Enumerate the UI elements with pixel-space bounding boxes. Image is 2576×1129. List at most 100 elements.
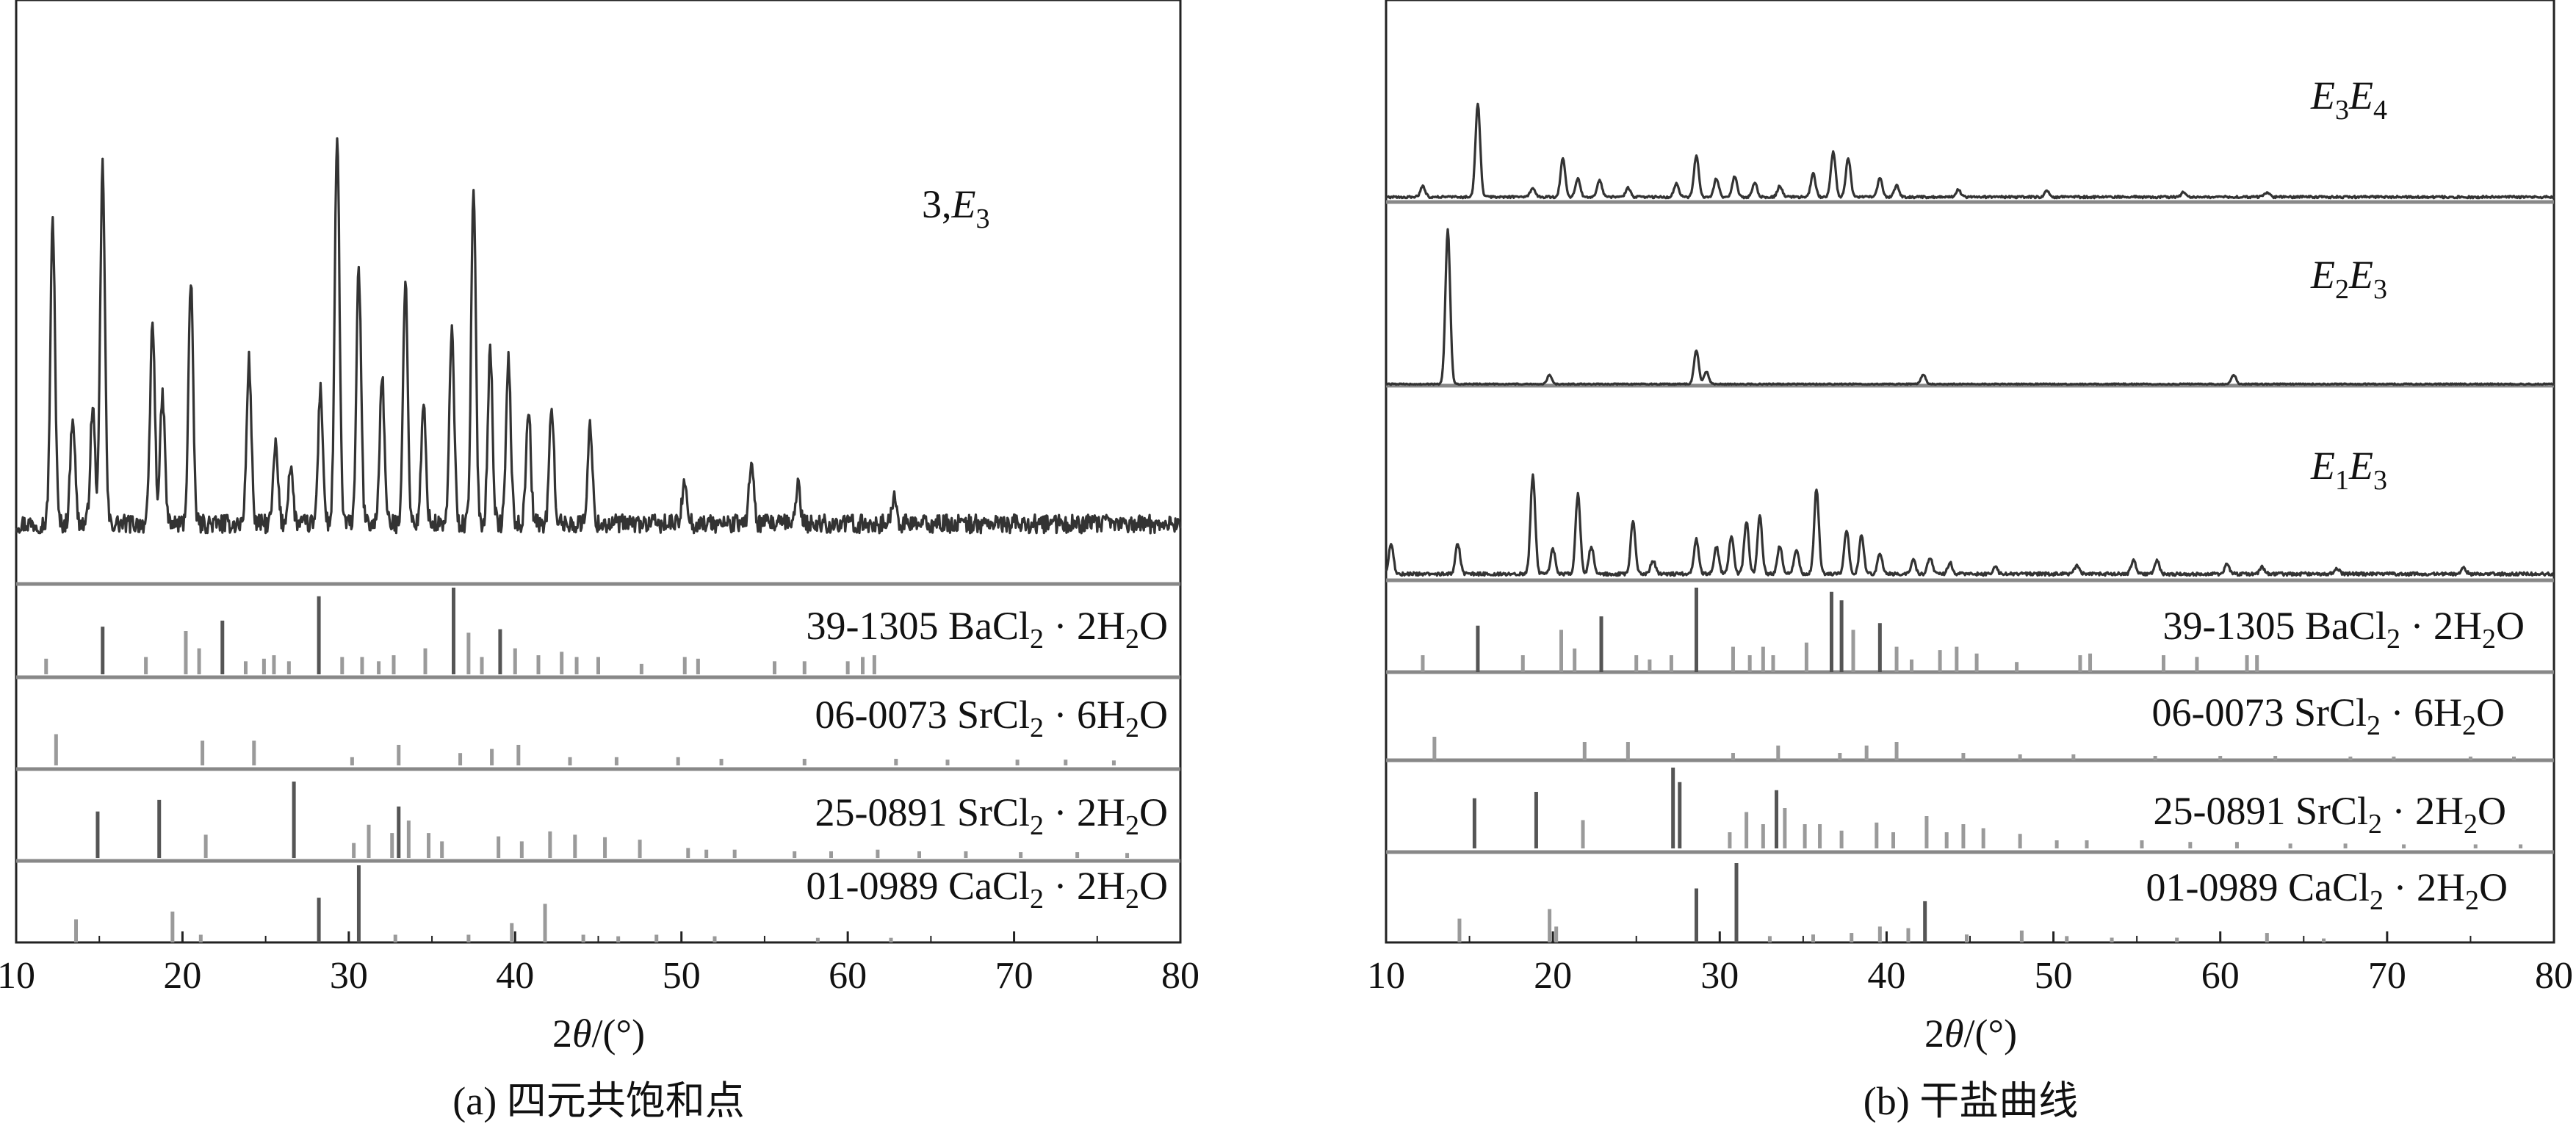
ref-label-sub: 2 [1030, 713, 1044, 743]
ref-label-sub: 2 [2465, 885, 2479, 916]
trace-sub: 3 [2373, 274, 2387, 305]
x-tick-label: 50 [2035, 955, 2073, 997]
panel-a-ref-label-1: 39-1305 BaCl2 · 2H2O [807, 604, 1168, 654]
ref-label-part: 25-0891 SrCl [2153, 789, 2368, 833]
panel-a-ref-label-3: 25-0891 SrCl2 · 2H2O [815, 790, 1168, 841]
x-tick-label: 60 [829, 955, 867, 997]
ref-label-part: 25-0891 SrCl [815, 790, 1030, 834]
panel-a-x-ticks: 10 20 30 40 50 60 70 80 [0, 931, 1199, 997]
trace-sub: 3 [2335, 95, 2349, 126]
ref-label-part: O [1139, 604, 1168, 648]
ref-label-part: · 2H [1044, 790, 1125, 834]
panel-b-trace-label-1: E3E4 [2310, 73, 2387, 126]
panel-b-x-axis-title: 2θ/(°) [1924, 1011, 2017, 1056]
panel-a-chart: 10 20 30 40 50 60 70 80 3,E3 39-1305 BaCl2 · 2H… [0, 0, 1199, 1123]
axis-title-theta: θ [572, 1011, 592, 1056]
panel-b-ref-label-1: 39-1305 BaCl2 · 2H2O [2163, 604, 2525, 654]
x-tick-label: 30 [1700, 955, 1739, 997]
panel-a-ref-label-2: 06-0073 SrCl2 · 6H2O [815, 693, 1168, 743]
reference-pattern-1 [1421, 588, 2259, 672]
x-tick-label: 30 [330, 955, 368, 997]
reference-pattern-2 [54, 734, 1116, 765]
ref-label-part: · 2H [2400, 604, 2482, 648]
panel-a-plot-area [15, 137, 1182, 942]
panel-a-trace-label-letter: E [951, 182, 976, 226]
xrd-trace-e3e4 [1385, 102, 2555, 200]
x-tick-label: 10 [0, 955, 35, 997]
panel-b-caption: (b) 干盐曲线 [1864, 1079, 2078, 1123]
x-tick-label: 40 [496, 955, 534, 997]
panel-b-plot-area [1385, 102, 2555, 942]
reference-pattern-4 [1457, 863, 2326, 942]
x-tick-label: 80 [2535, 955, 2573, 997]
axis-title-part: /(°) [591, 1011, 645, 1056]
panel-a-trace-label-base: 3, [922, 182, 952, 226]
trace-sub: 3 [2373, 465, 2387, 496]
panel-b-ref-label-2: 06-0073 SrCl2 · 6H2O [2151, 690, 2505, 741]
ref-label-part: · 6H [1044, 693, 1125, 737]
x-tick-label: 10 [1367, 955, 1405, 997]
x-tick-label: 40 [1867, 955, 1905, 997]
ref-label-part: · 2H [1044, 604, 1125, 648]
axis-title-part: /(°) [1963, 1011, 2017, 1056]
ref-label-part: · 2H [2382, 789, 2464, 833]
ref-label-sub: 2 [1125, 810, 1139, 841]
panel-b-ref-label-3: 25-0891 SrCl2 · 2H2O [2153, 789, 2506, 840]
ref-label-part: · 6H [2381, 690, 2462, 735]
ref-label-part: 06-0073 SrCl [815, 693, 1030, 737]
ref-label-part: O [1139, 693, 1168, 737]
ref-label-part: 01-0989 CaCl [807, 864, 1031, 908]
ref-label-sub: 2 [1030, 810, 1044, 841]
ref-label-sub: 2 [1125, 713, 1139, 743]
x-tick-label: 80 [1161, 955, 1199, 997]
ref-label-sub: 2 [2386, 624, 2400, 654]
ref-label-sub: 2 [1030, 624, 1044, 654]
trace-letter: E [2310, 253, 2335, 297]
ref-label-part: O [1139, 864, 1168, 908]
x-tick-label: 20 [163, 955, 201, 997]
x-tick-label: 60 [2201, 955, 2240, 997]
ref-label-part: O [2478, 789, 2506, 833]
x-tick-label: 20 [1534, 955, 1572, 997]
xrd-trace-e1e3 [1385, 473, 2555, 577]
panel-b-ref-label-4: 01-0989 CaCl2 · 2H2O [2146, 865, 2508, 916]
ref-label-part: 01-0989 CaCl [2146, 865, 2370, 909]
trace-letter: E [2348, 73, 2373, 118]
ref-label-sub: 2 [2482, 624, 2496, 654]
ref-label-part: 39-1305 BaCl [2163, 604, 2387, 648]
trace-letter: E [2348, 444, 2373, 488]
trace-sub: 4 [2373, 95, 2387, 126]
reference-pattern-3 [95, 782, 1130, 858]
trace-sub: 1 [2335, 465, 2349, 496]
trace-letter: E [2310, 73, 2335, 118]
ref-label-part: 06-0073 SrCl [2151, 690, 2367, 735]
ref-label-part: 39-1305 BaCl [807, 604, 1031, 648]
panel-b-trace-label-3: E1E3 [2310, 444, 2387, 496]
ref-label-sub: 2 [1030, 884, 1044, 915]
ref-label-sub: 2 [2462, 710, 2476, 741]
axis-title-theta: θ [1944, 1011, 1964, 1056]
panel-b-x-ticks: 10 20 30 40 50 60 70 80 [1367, 931, 2573, 997]
ref-label-sub: 2 [1125, 624, 1139, 654]
ref-label-sub: 2 [2464, 809, 2478, 840]
ref-label-sub: 2 [2368, 809, 2382, 840]
reference-pattern-3 [1472, 768, 2523, 848]
x-tick-label: 70 [995, 955, 1033, 997]
ref-label-sub: 2 [1125, 884, 1139, 915]
trace-letter: E [2348, 253, 2373, 297]
panel-a-x-axis-title: 2θ/(°) [552, 1011, 645, 1056]
xrd-trace-e2e3 [1385, 228, 2555, 386]
ref-label-sub: 2 [2367, 710, 2381, 741]
x-tick-label: 70 [2368, 955, 2406, 997]
ref-label-part: O [2476, 690, 2505, 735]
panel-a-caption: (a) 四元共饱和点 [452, 1079, 744, 1123]
ref-label-part: O [1139, 790, 1168, 834]
panel-a-ref-label-4: 01-0989 CaCl2 · 2H2O [807, 864, 1168, 915]
panel-b-trace-label-2: E2E3 [2310, 253, 2387, 305]
reference-pattern-1 [44, 588, 876, 674]
panel-b-chart: 10 20 30 40 50 60 70 80 E3E4 E2E3 E1E3 39-1305 … [1367, 0, 2573, 1123]
axis-title-part: 2 [552, 1011, 572, 1056]
ref-label-part: · 2H [2384, 865, 2465, 909]
trace-letter: E [2310, 444, 2335, 488]
